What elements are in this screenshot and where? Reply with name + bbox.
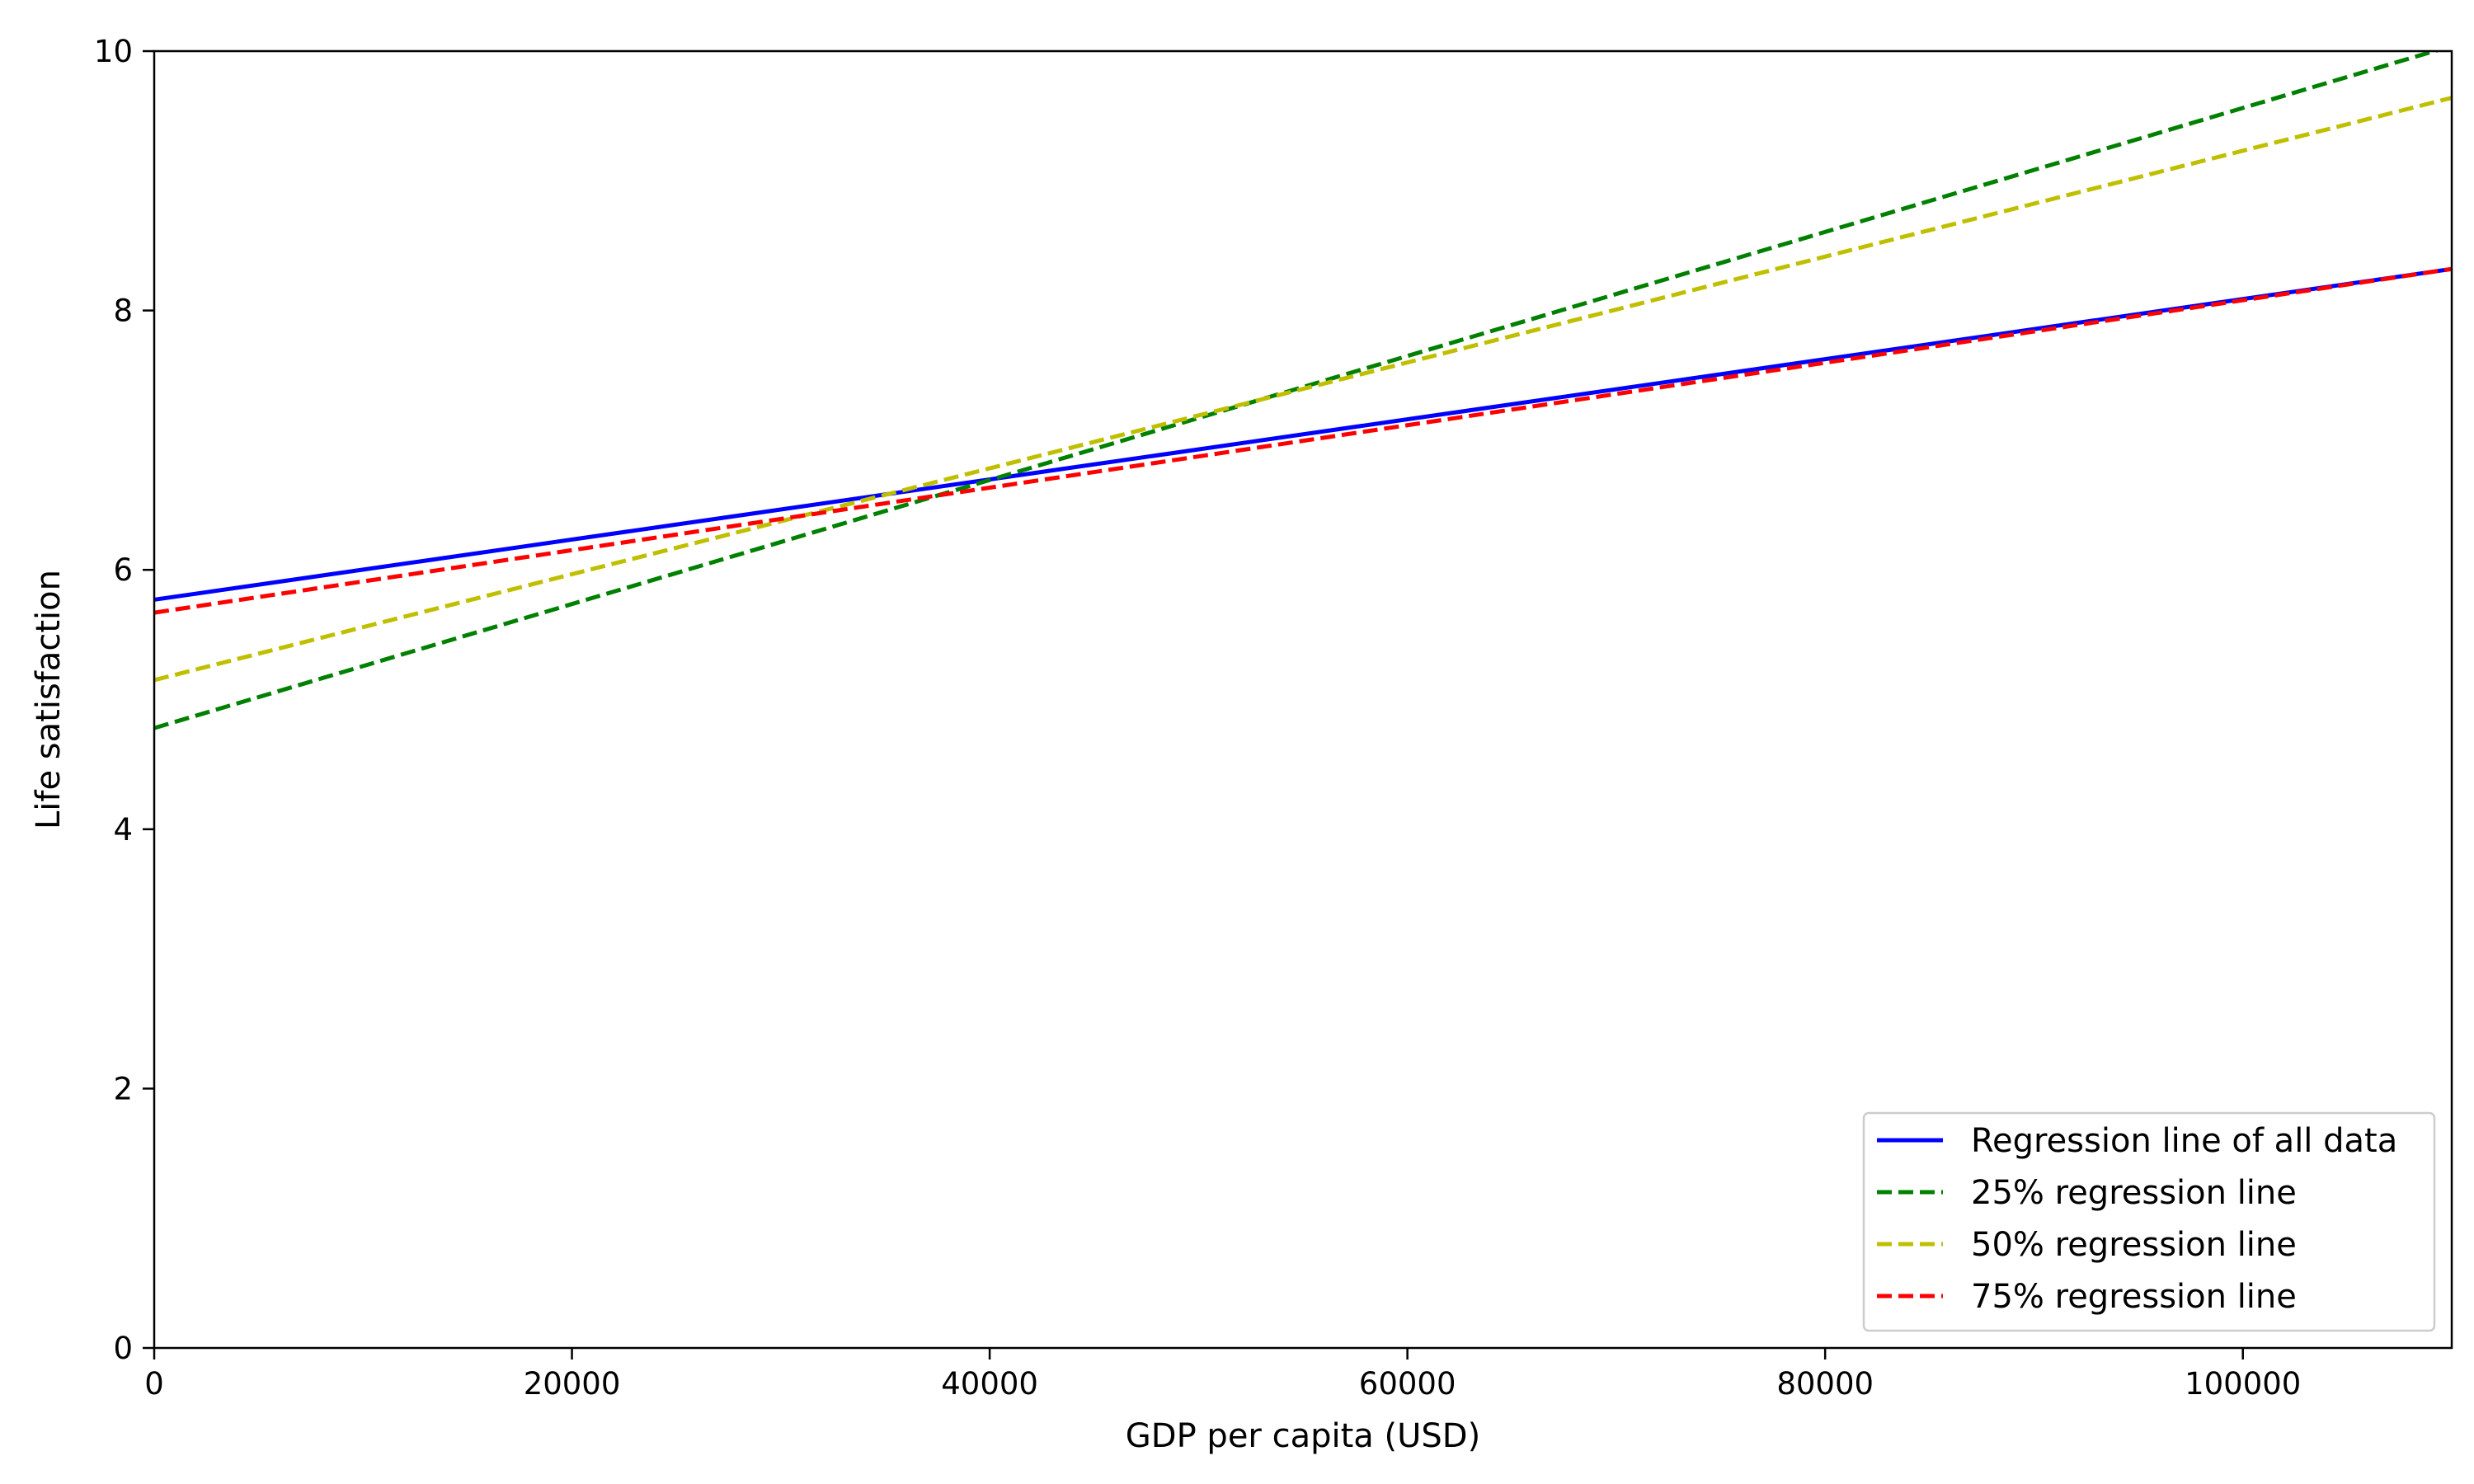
y-axis: 0 2 4 6 8 10 (94, 34, 154, 1366)
x-axis-title: GDP per capita (USD) (1126, 1417, 1480, 1455)
y-tick-label: 2 (113, 1071, 133, 1106)
x-tick-label: 80000 (1776, 1366, 1874, 1402)
x-tick-label: 40000 (941, 1366, 1038, 1402)
y-tick-label: 8 (113, 294, 133, 329)
legend-label: 75% regression line (1971, 1278, 2297, 1316)
y-tick-label: 10 (94, 34, 133, 69)
x-tick-label: 60000 (1359, 1366, 1456, 1402)
series-line-1 (154, 266, 2452, 602)
x-tick-label: 0 (144, 1366, 164, 1402)
legend-label: 50% regression line (1971, 1226, 2297, 1264)
y-tick-label: 4 (113, 812, 133, 848)
legend-label: Regression line of all data (1971, 1122, 2397, 1160)
series-line-2 (154, 51, 2442, 730)
y-axis-title: Life satisfaction (30, 570, 68, 829)
legend-box (1862, 1111, 2436, 1332)
axes-frame (153, 49, 2453, 1350)
x-tick-label: 20000 (524, 1366, 621, 1402)
y-tick-label: 6 (113, 552, 133, 588)
legend-label: 25% regression line (1971, 1174, 2297, 1212)
series-line-3 (154, 96, 2452, 683)
x-tick-label: 100000 (2185, 1366, 2301, 1402)
y-tick-label: 0 (113, 1331, 133, 1366)
legend: Regression line of all data 25% regressio… (1862, 1111, 2436, 1332)
plot-lines (154, 51, 2452, 730)
series-line-4 (154, 266, 2452, 615)
x-axis: 0 20000 40000 60000 80000 100000 (144, 1348, 2301, 1402)
